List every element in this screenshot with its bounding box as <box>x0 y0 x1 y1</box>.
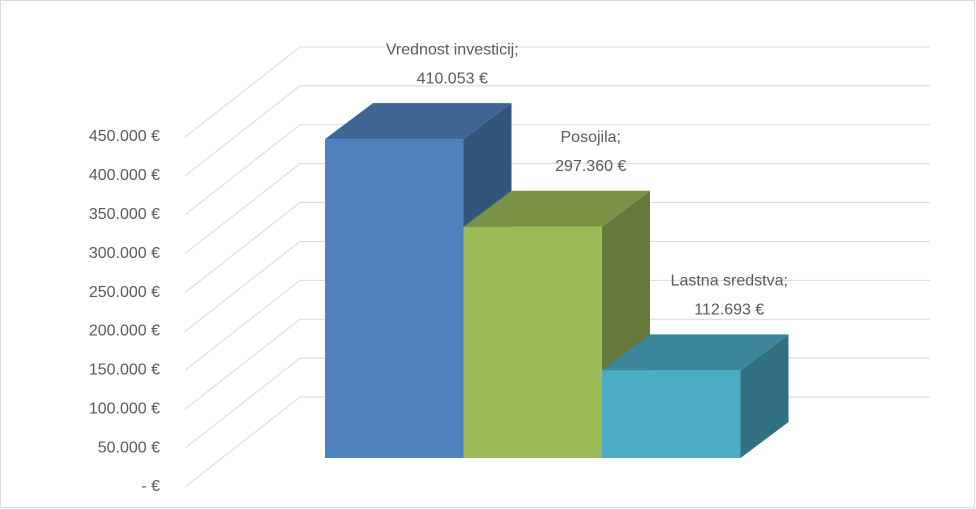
data-label: 297.360 € <box>555 158 626 175</box>
data-label-category: Vrednost investicij; <box>386 41 519 58</box>
data-label: 410.053 € <box>417 70 488 87</box>
grid-line <box>184 279 930 371</box>
data-label-category: Posojila; <box>561 129 621 146</box>
grid-line <box>184 240 930 332</box>
y-tick-label: 400.000 € <box>89 167 160 184</box>
grid-line <box>184 163 930 255</box>
grid-line <box>184 85 930 177</box>
y-tick-label: 50.000 € <box>98 439 160 456</box>
y-tick-label: - € <box>141 478 160 495</box>
y-tick-label: 350.000 € <box>89 206 160 223</box>
y-tick-label: 300.000 € <box>89 245 160 262</box>
grid-line <box>184 124 930 216</box>
data-label-category: Lastna sredstva; <box>671 273 788 290</box>
grid-line <box>184 202 930 293</box>
bar-top <box>463 190 650 227</box>
bar <box>325 139 464 458</box>
bar <box>602 370 741 458</box>
grid-line <box>184 46 930 138</box>
y-tick-label: 200.000 € <box>89 323 160 340</box>
bar-top <box>602 334 789 371</box>
grid-line <box>184 318 930 410</box>
y-tick-label: 250.000 € <box>89 284 160 301</box>
bar-side <box>740 334 789 458</box>
y-tick-label: 100.000 € <box>89 400 160 417</box>
y-tick-label: 450.000 € <box>89 128 160 145</box>
bar <box>463 226 602 458</box>
bar-top <box>325 103 512 140</box>
data-label: 112.693 € <box>694 302 764 319</box>
y-tick-label: 150.000 € <box>89 362 160 379</box>
